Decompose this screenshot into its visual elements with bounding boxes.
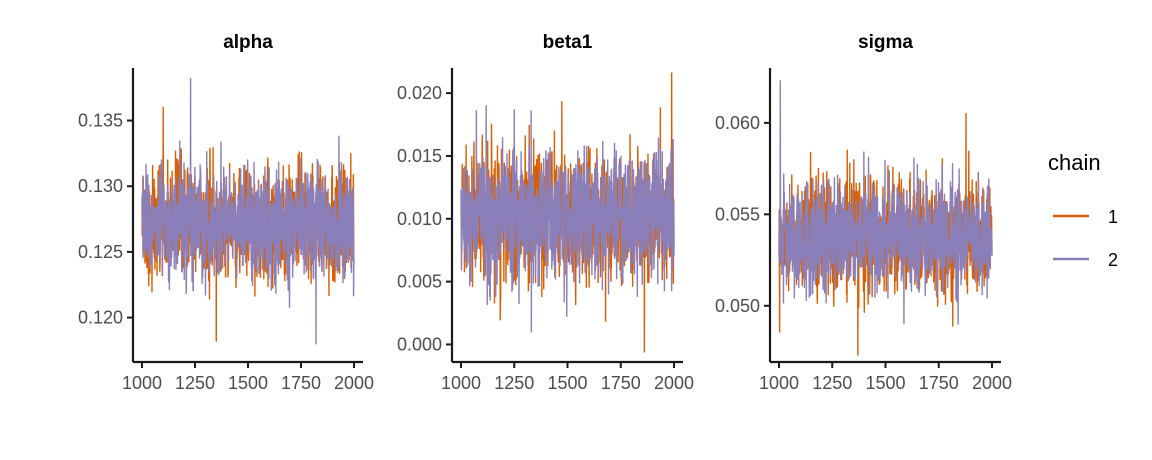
x-tick-label-sigma: 1250 bbox=[812, 373, 852, 393]
y-tick-label-beta1: 0.005 bbox=[397, 272, 442, 292]
panel-sigma: sigma 0.050 0.055 0.060 1000 1250 1500 1750 2000 bbox=[715, 32, 1012, 393]
x-tick-label-sigma: 1500 bbox=[865, 373, 905, 393]
panel-title-sigma: sigma bbox=[858, 32, 913, 53]
legend: chain 1 2 bbox=[1048, 150, 1118, 270]
panel-title-alpha: alpha bbox=[223, 32, 273, 53]
y-tick-label-beta1: 0.000 bbox=[397, 334, 442, 354]
y-tick-label-beta1: 0.020 bbox=[397, 83, 442, 103]
y-tick-label-sigma: 0.060 bbox=[715, 113, 760, 133]
x-tick-label-alpha: 1750 bbox=[281, 373, 321, 393]
x-tick-label-alpha: 1000 bbox=[122, 373, 162, 393]
x-tick-label-sigma: 2000 bbox=[972, 373, 1012, 393]
x-tick-label-beta1: 1500 bbox=[547, 373, 587, 393]
y-tick-label-alpha: 0.120 bbox=[78, 308, 123, 328]
trace-beta1-chain-2 bbox=[460, 105, 675, 333]
facet-panels: alpha 0.120 0.125 0.130 0.135 1000 1250 1500 175… bbox=[78, 32, 1012, 393]
trace-alpha-chain-2 bbox=[141, 77, 355, 345]
x-tick-label-alpha: 1500 bbox=[228, 373, 268, 393]
panel-beta1: beta1 0.000 0.005 0.010 0.015 0.020 1000 1250 15… bbox=[397, 32, 694, 393]
y-tick-label-alpha: 0.130 bbox=[78, 176, 123, 196]
x-tick-label-beta1: 2000 bbox=[654, 373, 694, 393]
x-tick-label-sigma: 1000 bbox=[759, 373, 799, 393]
legend-title: chain bbox=[1048, 150, 1101, 175]
y-tick-label-sigma: 0.055 bbox=[715, 204, 760, 224]
panel-title-beta1: beta1 bbox=[543, 32, 593, 53]
y-tick-label-beta1: 0.010 bbox=[397, 209, 442, 229]
legend-label-chain-1: 1 bbox=[1108, 207, 1118, 227]
x-tick-label-sigma: 1750 bbox=[919, 373, 959, 393]
y-tick-label-sigma: 0.050 bbox=[715, 296, 760, 316]
x-tick-label-alpha: 2000 bbox=[334, 373, 374, 393]
x-tick-label-beta1: 1750 bbox=[601, 373, 641, 393]
legend-item-chain-2: 2 bbox=[1053, 250, 1118, 270]
x-tick-label-alpha: 1250 bbox=[175, 373, 215, 393]
legend-label-chain-2: 2 bbox=[1108, 250, 1118, 270]
x-tick-label-beta1: 1000 bbox=[441, 373, 481, 393]
x-tick-label-beta1: 1250 bbox=[494, 373, 534, 393]
panel-alpha: alpha 0.120 0.125 0.130 0.135 1000 1250 1500 175… bbox=[78, 32, 374, 393]
trace-sigma-chain-2 bbox=[778, 80, 993, 325]
y-tick-label-beta1: 0.015 bbox=[397, 146, 442, 166]
y-tick-label-alpha: 0.135 bbox=[78, 111, 123, 131]
legend-item-chain-1: 1 bbox=[1053, 207, 1118, 227]
y-tick-label-alpha: 0.125 bbox=[78, 242, 123, 262]
